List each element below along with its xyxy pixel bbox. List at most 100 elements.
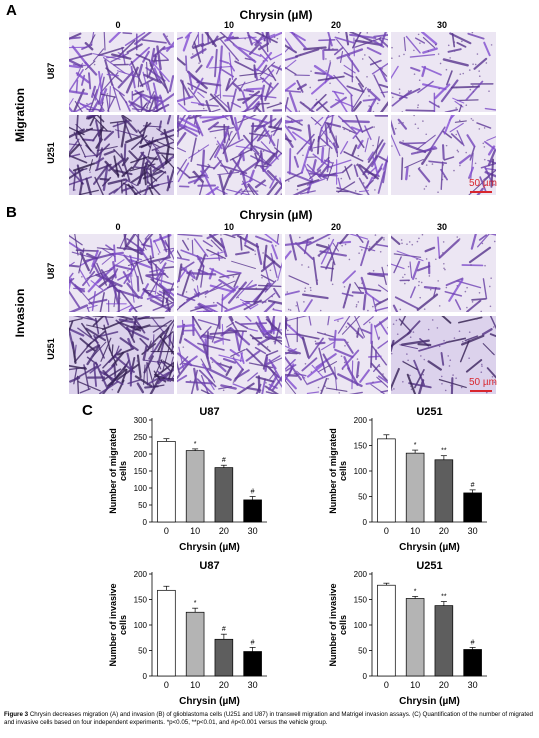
migration-u87-20uM-micrograph	[285, 32, 388, 112]
x-tick-label: 30	[468, 526, 478, 536]
caption-label: Figure 3	[4, 711, 29, 718]
migration-u251-30uM-micrograph	[391, 115, 496, 195]
y-tick-label: 0	[363, 518, 368, 527]
panel-a-letter: A	[6, 2, 17, 19]
bar	[405, 452, 425, 523]
bar	[377, 584, 396, 677]
x-axis-label: Chrysin (µM)	[179, 696, 240, 707]
migration-u87-30uM-micrograph	[391, 32, 496, 112]
x-axis-label: Chrysin (µM)	[399, 542, 460, 553]
bar	[434, 459, 454, 523]
migration-u251-10uM-micrograph	[177, 115, 282, 195]
panel-b-concentration-title: Chrysin (µM)	[239, 208, 313, 222]
bar	[405, 598, 425, 677]
bar	[434, 605, 454, 677]
migration-label: Migration	[13, 88, 27, 142]
caption-text: Chrysin decreases migration (A) and inva…	[4, 711, 533, 727]
y-tick-label: 50	[358, 493, 367, 502]
chart-u87-migration: U87 0 50 100 150 200 250 300 Number of migratedc…	[100, 404, 275, 554]
x-tick-label: 0	[384, 526, 389, 536]
bar	[463, 492, 482, 523]
significance-mark: #	[222, 626, 226, 633]
migration-u251-0uM-micrograph	[69, 115, 174, 195]
y-tick-label: 150	[354, 596, 368, 605]
significance-mark: #	[222, 457, 226, 464]
x-tick-label: 20	[439, 680, 449, 690]
y-tick-label: 100	[134, 484, 148, 493]
panel-b-scalebar	[470, 390, 492, 392]
migration-u251-20uM-micrograph	[285, 115, 388, 195]
panel-a-conc-0: 0	[115, 20, 121, 30]
panel-a-conc-30: 30	[436, 20, 447, 30]
y-tick-label: 150	[354, 442, 368, 451]
chart-title: U251	[416, 560, 442, 572]
bar	[243, 499, 262, 523]
panel-b-conc-10: 10	[223, 222, 234, 232]
bar	[157, 589, 176, 677]
y-tick-label: 200	[354, 416, 368, 425]
migration-u87-0uM-micrograph	[69, 32, 174, 112]
panel-a-row-label-u251: U251	[46, 142, 56, 164]
panel-b-letter: B	[6, 204, 17, 221]
chart-title: U87	[199, 406, 219, 418]
bar	[214, 638, 234, 677]
panel-c-letter: C	[82, 402, 93, 419]
panel-b-conc-30: 30	[436, 222, 447, 232]
x-tick-label: 20	[219, 526, 229, 536]
y-tick-label: 0	[363, 672, 368, 681]
bar	[377, 438, 396, 523]
y-tick-label: 50	[138, 647, 147, 656]
x-tick-label: 30	[248, 680, 258, 690]
bar	[214, 467, 234, 523]
x-tick-label: 10	[190, 526, 200, 536]
y-tick-label: 200	[134, 450, 148, 459]
panel-a-scalebar	[470, 191, 492, 193]
significance-mark: #	[251, 489, 255, 496]
significance-mark: *	[414, 588, 417, 595]
y-tick-label: 200	[354, 570, 368, 579]
significance-mark: **	[441, 594, 447, 601]
invasion-u87-0uM-micrograph	[69, 234, 174, 312]
migration-u87-10uM-micrograph	[177, 32, 282, 112]
invasion-u87-30uM-micrograph	[391, 234, 496, 312]
invasion-label: Invasion	[13, 288, 27, 338]
y-tick-label: 200	[134, 570, 148, 579]
significance-mark: *	[414, 442, 417, 449]
significance-mark: #	[251, 639, 255, 646]
x-tick-label: 10	[190, 680, 200, 690]
x-tick-label: 0	[164, 526, 169, 536]
invasion-u251-30uM-micrograph	[391, 316, 496, 394]
bar	[463, 649, 482, 677]
chart-u251-invasion: U251 0 50 100 150 200 Number of invasivecells 0…	[320, 558, 495, 708]
y-tick-label: 100	[354, 467, 368, 476]
y-tick-label: 50	[358, 647, 367, 656]
x-tick-label: 30	[248, 526, 258, 536]
x-axis-label: Chrysin (µM)	[179, 542, 240, 553]
chart-u87-invasion: U87 0 50 100 150 200 Number of invasivecells 0 *…	[100, 558, 275, 708]
panel-b-conc-20: 20	[330, 222, 341, 232]
y-tick-label: 100	[134, 621, 148, 630]
x-tick-label: 20	[439, 526, 449, 536]
x-tick-label: 10	[410, 680, 420, 690]
y-tick-label: 0	[143, 518, 148, 527]
y-axis-label: Number of migratedcells	[328, 428, 348, 514]
bar	[185, 450, 205, 523]
x-tick-label: 20	[219, 680, 229, 690]
invasion-u251-0uM-micrograph	[69, 316, 174, 394]
bar	[157, 441, 176, 523]
panel-b-row-label-u251: U251	[46, 338, 56, 360]
bar	[243, 651, 262, 677]
y-axis-label: Number of invasivecells	[108, 583, 128, 666]
chart-u251-migration: U251 0 50 100 150 200 Number of migratedcells 0…	[320, 404, 495, 554]
invasion-u251-10uM-micrograph	[177, 316, 282, 394]
y-tick-label: 250	[134, 433, 148, 442]
panel-a-conc-20: 20	[330, 20, 341, 30]
y-tick-label: 150	[134, 596, 148, 605]
x-tick-label: 10	[410, 526, 420, 536]
invasion-u251-20uM-micrograph	[285, 316, 388, 394]
significance-mark: *	[194, 600, 197, 607]
y-tick-label: 50	[138, 501, 147, 510]
x-axis-label: Chrysin (µM)	[399, 696, 460, 707]
chart-title: U251	[416, 406, 442, 418]
chart-title: U87	[199, 560, 219, 572]
